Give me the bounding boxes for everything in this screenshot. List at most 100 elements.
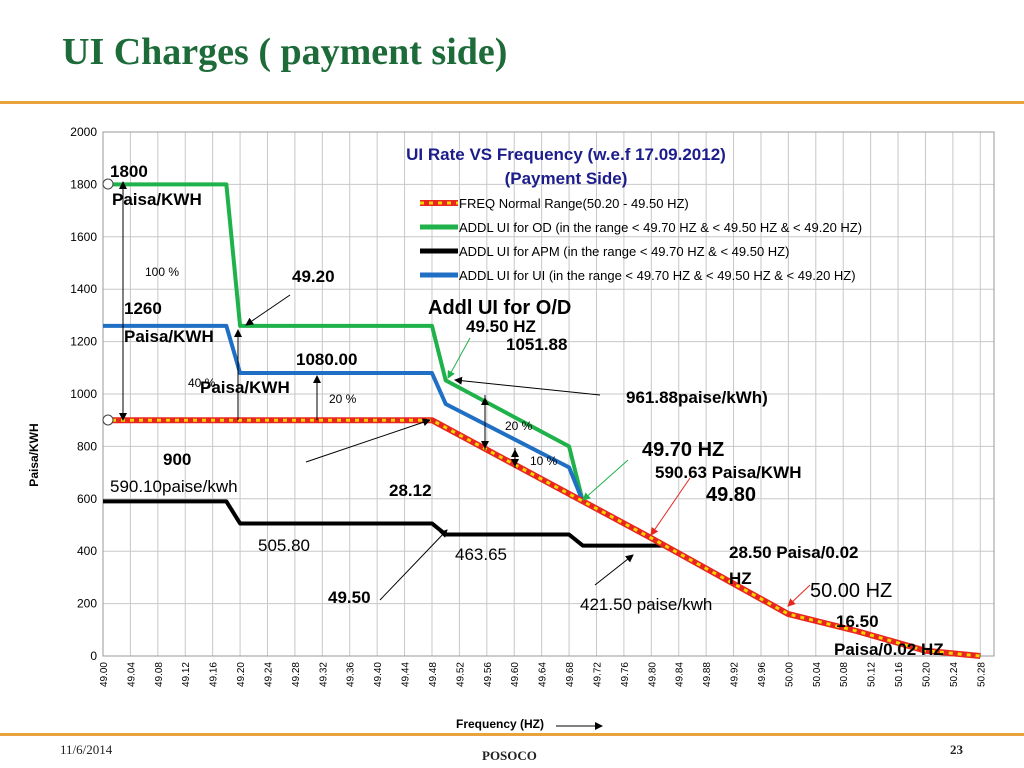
x-tick-label: 49.32 — [318, 662, 329, 687]
chart-text: UI Rate VS Frequency (w.e.f 17.09.2012) (… — [110, 145, 944, 659]
x-tick-label: 49.88 — [702, 662, 713, 687]
x-tick-label: 50.04 — [812, 662, 823, 687]
chart-annotation: 10 % — [530, 454, 558, 468]
x-tick-label: 49.64 — [538, 662, 549, 687]
top-divider — [0, 101, 1024, 104]
x-tick-label: 49.08 — [154, 662, 165, 687]
chart-annotation: 1800 — [110, 162, 148, 181]
chart-annotation: 463.65 — [455, 545, 507, 564]
x-tick-label: 49.24 — [263, 662, 274, 687]
annotation-arrow — [245, 294, 291, 326]
chart-annotation: 1051.88 — [506, 335, 567, 354]
chart-annotation: 49.80 — [706, 484, 756, 506]
chart-annotation: 590.63 Paisa/KWH — [655, 463, 801, 482]
x-tick-label: 49.00 — [99, 662, 110, 687]
chart-annotation: Paisa/KWH — [112, 190, 202, 209]
x-tick-label: 50.12 — [867, 662, 878, 687]
annotation-arrows — [102, 178, 811, 607]
footer-page-number: 23 — [950, 742, 963, 757]
chart-subtitle: (Payment Side) — [505, 169, 628, 188]
y-tick-label: 200 — [77, 597, 97, 611]
annotation-arrow — [305, 418, 431, 463]
slide-title: UI Charges ( payment side) — [62, 31, 508, 73]
start-marker — [102, 178, 114, 190]
chart-annotation: 1260 — [124, 299, 162, 318]
chart-annotation: Paisa/KWH — [124, 327, 214, 346]
chart-annotation: 40 % — [188, 376, 216, 390]
chart-annotation: 20 % — [329, 392, 357, 406]
footer-organization: POSOCO — [482, 748, 537, 763]
x-tick-label: 49.20 — [236, 662, 247, 687]
x-tick-label: 49.84 — [675, 662, 686, 687]
chart-annotation: 16.50 — [836, 612, 879, 631]
x-tick-label: 50.08 — [839, 662, 850, 687]
legend-label: ADDL UI for UI (in the range < 49.70 HZ … — [459, 268, 856, 283]
chart-annotation: 1080.00 — [296, 350, 357, 369]
chart-annotation: HZ — [729, 569, 752, 588]
x-tick-label: 50.16 — [894, 662, 905, 687]
x-tick-label: 49.12 — [181, 662, 192, 687]
legend-label: ADDL UI for APM (in the range < 49.70 HZ… — [459, 244, 789, 259]
x-tick-label: 49.36 — [346, 662, 357, 687]
annotation-arrow — [594, 554, 634, 586]
y-tick-label: 2000 — [70, 125, 97, 139]
annotation-arrow — [454, 376, 601, 396]
x-tick-label: 49.60 — [510, 662, 521, 687]
x-tick-label: 49.80 — [647, 662, 658, 687]
chart-annotation: 49.20 — [292, 267, 335, 286]
chart-annotation: 49.50 — [328, 588, 371, 607]
chart-annotation: 900 — [163, 450, 191, 469]
x-tick-label: 49.48 — [428, 662, 439, 687]
chart-annotation: 100 % — [145, 265, 179, 279]
y-tick-label: 0 — [90, 649, 97, 663]
x-tick-label: 49.56 — [483, 662, 494, 687]
chart-annotation: 20 % — [505, 419, 533, 433]
chart-annotation: 28.50 Paisa/0.02 — [729, 543, 859, 562]
x-tick-label: 49.28 — [291, 662, 302, 687]
annotation-arrow — [447, 337, 471, 379]
x-tick-label: 49.96 — [757, 662, 768, 687]
y-tick-label: 1200 — [70, 335, 97, 349]
x-tick-label: 50.20 — [921, 662, 932, 687]
chart-annotation: 961.88paise/kWh) — [626, 388, 768, 407]
y-tick-label: 1800 — [70, 177, 97, 191]
chart-annotation: 49.50 HZ — [466, 317, 536, 336]
x-tick-label: 49.40 — [373, 662, 384, 687]
y-tick-label: 400 — [77, 544, 97, 558]
x-tick-label: 50.24 — [949, 662, 960, 687]
annotation-arrow — [379, 529, 448, 601]
start-marker — [102, 414, 114, 426]
y-tick-label: 1400 — [70, 282, 97, 296]
y-axis-label: Paisa/KWH — [27, 423, 41, 486]
legend-label: ADDL UI for OD (in the range < 49.70 HZ … — [459, 220, 862, 235]
x-tick-label: 49.92 — [730, 662, 741, 687]
footer-date: 11/6/2014 — [60, 742, 113, 757]
annotation-arrow — [787, 584, 811, 607]
y-tick-label: 1600 — [70, 230, 97, 244]
chart-annotation: 50.00 HZ — [810, 580, 892, 602]
y-tick-label: 1000 — [70, 387, 97, 401]
chart-annotation: 505.80 — [258, 536, 310, 555]
chart-legend: FREQ Normal Range(50.20 - 49.50 HZ) ADDL … — [420, 196, 862, 283]
x-tick-label: 49.72 — [592, 662, 603, 687]
chart-annotation: Paisa/KWH — [200, 378, 290, 397]
chart-annotation: 49.70 HZ — [642, 439, 724, 461]
chart-annotation: Paisa/0.02 HZ — [834, 640, 944, 659]
x-tick-label: 49.68 — [565, 662, 576, 687]
chart-annotation: 590.10paise/kwh — [110, 477, 238, 496]
bottom-divider — [0, 733, 1024, 736]
chart-annotation: 421.50 paise/kwh — [580, 595, 712, 614]
legend-label: FREQ Normal Range(50.20 - 49.50 HZ) — [459, 196, 689, 211]
chart-annotation: 28.12 — [389, 481, 432, 500]
plot-area — [102, 131, 995, 657]
x-tick-label: 50.00 — [784, 662, 795, 687]
chart-title: UI Rate VS Frequency (w.e.f 17.09.2012) — [406, 145, 726, 164]
chart-axes: 0 200 400 600 800 1000 1200 1400 1600 1800 2000 49.… — [27, 125, 995, 731]
x-tick-label: 49.76 — [620, 662, 631, 687]
x-tick-label: 49.04 — [126, 662, 137, 687]
x-tick-label: 49.44 — [401, 662, 412, 687]
x-tick-label: 49.16 — [209, 662, 220, 687]
y-tick-label: 800 — [77, 439, 97, 453]
x-tick-label: 50.28 — [976, 662, 987, 687]
